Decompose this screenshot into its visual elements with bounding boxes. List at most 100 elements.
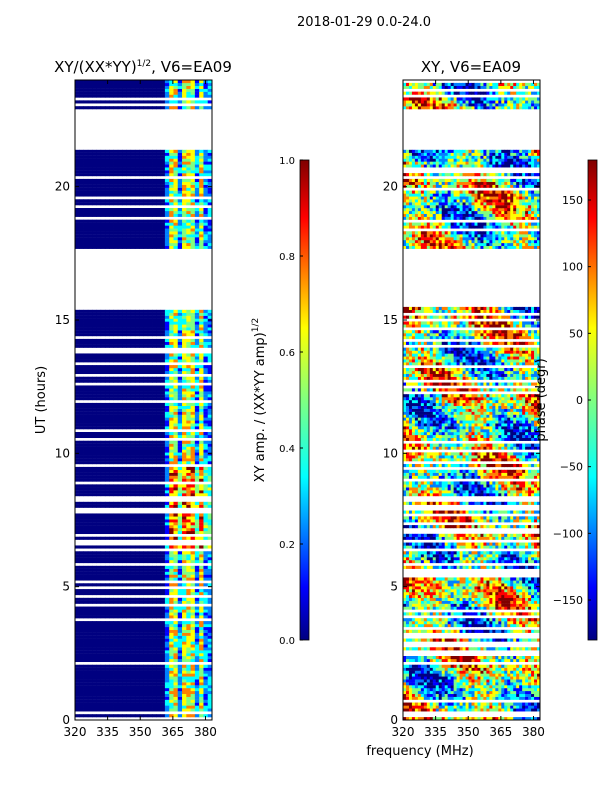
panel1-heatmap-cell: [83, 583, 89, 587]
panel1-heatmap-cell: [177, 324, 183, 328]
panel1-heatmap-cell: [104, 685, 110, 689]
panel1-heatmap-cell: [160, 423, 166, 427]
panel1-heatmap-cell: [169, 327, 174, 331]
panel1-heatmap-cell: [160, 676, 166, 680]
panel1-heatmap-cell: [207, 606, 212, 610]
panel2-heatmap-cell: [471, 708, 475, 712]
panel1-heatmap-cell: [92, 82, 97, 87]
panel1-heatmap-cell: [113, 638, 119, 642]
panel1-heatmap-cell: [92, 478, 97, 482]
panel1-heatmap-cell: [92, 173, 97, 177]
panel1-heatmap-cell: [199, 152, 204, 156]
panel1-heatmap-cell: [152, 530, 157, 535]
panel1-heatmap-cell: [126, 554, 132, 558]
panel1-heatmap-cell: [134, 385, 140, 389]
panel1-heatmap-cell: [186, 106, 191, 110]
panel1-heatmap-cell: [113, 208, 119, 212]
panel1-heatmap-cell: [199, 624, 204, 628]
panel1-heatmap-cell: [194, 673, 200, 677]
panel1-heatmap-cell: [147, 443, 153, 447]
panel1-heatmap-cell: [109, 525, 114, 529]
panel1-heatmap-cell: [126, 338, 132, 343]
panel1-heatmap-cell: [117, 493, 123, 497]
panel1-heatmap-cell: [190, 504, 196, 508]
panel1-heatmap-cell: [173, 667, 179, 671]
panel1-heatmap-cell: [126, 309, 132, 313]
panel1-heatmap-cell: [152, 690, 157, 695]
panel1-heatmap-cell: [122, 417, 127, 421]
panel1-heatmap-cell: [169, 641, 174, 645]
panel1-heatmap-cell: [156, 690, 162, 695]
panel1-heatmap-cell: [92, 493, 97, 497]
panel1-heatmap-cell: [164, 490, 170, 494]
panel1-heatmap-cell: [92, 222, 97, 226]
panel1-heatmap-cell: [75, 106, 80, 110]
panel1-heatmap-cell: [182, 414, 187, 418]
panel1-heatmap-cell: [139, 449, 144, 453]
panel1-heatmap-cell: [203, 94, 209, 98]
panel1-heatmap-cell: [134, 621, 140, 625]
panel1-heatmap-cell: [207, 699, 212, 703]
panel1-heatmap-cell: [152, 359, 157, 363]
panel1-heatmap-cell: [83, 522, 89, 526]
panel1-heatmap-cell: [160, 621, 166, 625]
panel1-heatmap-cell: [143, 414, 149, 418]
panel1-heatmap-cell: [83, 219, 89, 223]
panel1-heatmap-cell: [173, 193, 179, 197]
panel1-heatmap-cell: [87, 426, 93, 430]
panel1-heatmap-cell: [139, 513, 144, 517]
panel1-heatmap-cell: [100, 327, 106, 331]
panel1-heatmap-cell: [117, 461, 123, 465]
panel1-heatmap-cell: [152, 589, 157, 593]
panel1-heatmap-cell: [100, 213, 106, 217]
panel1-heatmap-cell: [182, 231, 187, 235]
panel1-heatmap-cell: [79, 571, 84, 575]
panel1-heatmap-cell: [147, 600, 153, 604]
panel1-heatmap-cell: [203, 696, 209, 700]
panel1-heatmap-cell: [117, 469, 123, 473]
panel1-heatmap-cell: [87, 504, 93, 508]
panel2-heatmap-cell: [528, 717, 532, 720]
panel1-heatmap-cell: [169, 472, 174, 476]
colorbar1: [299, 159, 310, 641]
panel1-heatmap-cell: [139, 647, 144, 651]
panel1-heatmap-cell: [207, 714, 212, 718]
panel1-heatmap-cell: [160, 589, 166, 593]
panel1-heatmap-cell: [194, 484, 200, 488]
panel1-heatmap-cell: [173, 714, 179, 718]
panel1-heatmap-cell: [173, 513, 179, 517]
panel1-heatmap-cell: [92, 490, 97, 494]
panel1-heatmap-cell: [139, 231, 144, 235]
panel1-heatmap-cell: [169, 554, 174, 558]
panel1-heatmap-cell: [194, 417, 200, 421]
panel1-heatmap-cell: [186, 184, 191, 188]
panel1-heatmap-cell: [100, 519, 106, 523]
panel1-heatmap-cell: [75, 408, 80, 412]
panel1-heatmap-cell: [147, 551, 153, 555]
panel1-heatmap-cell: [186, 589, 191, 593]
panel1-heatmap-cell: [169, 149, 174, 153]
panel1-heatmap-cell: [190, 80, 196, 84]
panel1-heatmap-cell: [199, 91, 204, 95]
panel1-heatmap-cell: [104, 528, 110, 532]
panel1-heatmap-cell: [186, 405, 191, 409]
panel2-heatmap-cell: [403, 717, 407, 720]
panel1-heatmap-cell: [156, 231, 162, 235]
panel1-heatmap-cell: [113, 338, 119, 343]
panel1-heatmap-cell: [104, 472, 110, 476]
panel1-heatmap-cell: [177, 487, 183, 491]
panel1-heatmap-cell: [177, 408, 183, 412]
panel1-heatmap-cell: [152, 158, 157, 162]
panel1-heatmap-cell: [122, 164, 127, 168]
panel1-heatmap-cell: [75, 560, 80, 564]
panel1-heatmap-cell: [87, 397, 93, 401]
panel1-heatmap-cell: [100, 670, 106, 674]
panel1-heatmap-cell: [177, 513, 183, 517]
panel2-heatmap-cell: [495, 717, 499, 720]
panel1-heatmap-cell: [96, 365, 102, 369]
panel1-heatmap-cell: [194, 312, 200, 316]
panel1-heatmap-cell: [156, 222, 162, 226]
panel1-heatmap-cell: [134, 504, 140, 508]
panel1-heatmap-cell: [182, 161, 187, 165]
panel1-heatmap-cell: [113, 484, 119, 488]
